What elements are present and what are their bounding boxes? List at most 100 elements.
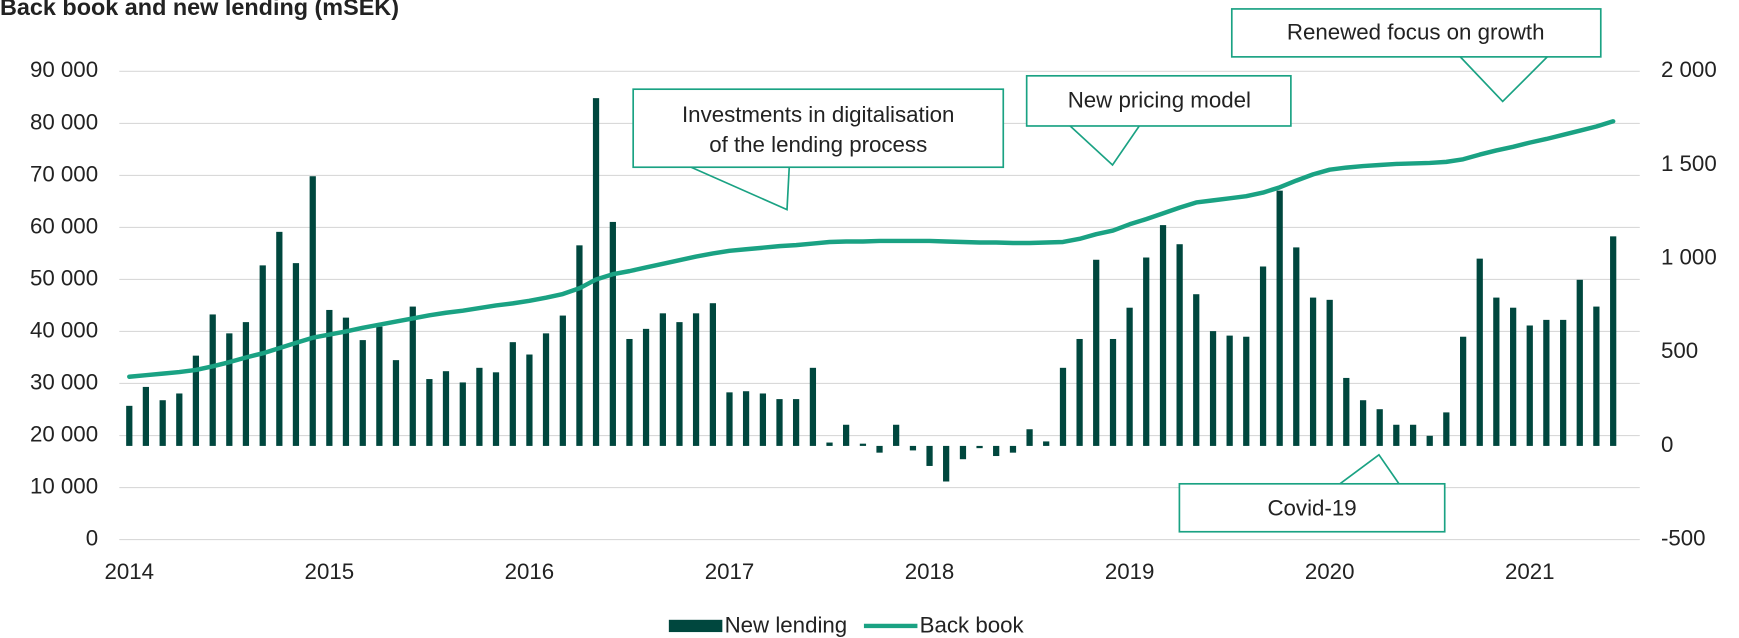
bar bbox=[1576, 279, 1583, 446]
annotation-pointer bbox=[1339, 453, 1400, 485]
y-tick-label: 40 000 bbox=[30, 317, 98, 342]
annotation-pointer bbox=[1069, 125, 1140, 167]
bar bbox=[626, 338, 633, 446]
annotation-text: of the lending process bbox=[709, 132, 927, 157]
annotation-box bbox=[1025, 74, 1292, 127]
annotation-box bbox=[1178, 482, 1446, 533]
y2-tick-label: 1 500 bbox=[1661, 151, 1717, 176]
annotation-box bbox=[632, 88, 1005, 169]
legend-label: Back book bbox=[920, 612, 1025, 637]
bar bbox=[1226, 335, 1233, 446]
bar bbox=[209, 314, 216, 446]
bar bbox=[176, 393, 183, 446]
bar bbox=[659, 313, 666, 446]
bar bbox=[409, 306, 416, 446]
bar bbox=[1009, 445, 1017, 453]
bar bbox=[792, 399, 800, 446]
bar bbox=[1076, 338, 1083, 446]
bar bbox=[359, 340, 366, 446]
legend: New lending Back book bbox=[668, 612, 1025, 637]
bar bbox=[859, 443, 867, 446]
bar bbox=[526, 354, 533, 446]
bar bbox=[1209, 331, 1217, 446]
y2-tick-label: -500 bbox=[1661, 525, 1706, 550]
bar bbox=[1510, 307, 1517, 446]
bar bbox=[759, 393, 767, 446]
annotation: Covid-19 bbox=[1178, 453, 1446, 533]
bar bbox=[976, 445, 983, 449]
annotation-text: Renewed focus on growth bbox=[1287, 19, 1545, 44]
chart-title: Back book and new lending (mSEK) bbox=[0, 0, 399, 20]
annotation: New pricing model bbox=[1025, 74, 1292, 167]
bar bbox=[192, 355, 200, 446]
annotation-pointer bbox=[690, 166, 791, 211]
bar bbox=[1443, 412, 1450, 446]
bar bbox=[1276, 190, 1283, 446]
bar bbox=[142, 386, 150, 446]
y2-tick-label: 1 000 bbox=[1661, 245, 1717, 270]
bar bbox=[959, 445, 967, 460]
bar bbox=[226, 333, 233, 446]
bar bbox=[326, 309, 333, 446]
bar bbox=[1193, 294, 1200, 446]
y-tick-label: 20 000 bbox=[30, 421, 98, 446]
bar bbox=[1176, 244, 1183, 446]
annotation: Renewed focus on growth bbox=[1230, 8, 1602, 103]
y-tick-label: 80 000 bbox=[30, 109, 98, 134]
bar bbox=[1426, 435, 1433, 446]
bar bbox=[1543, 319, 1550, 446]
bar bbox=[809, 367, 817, 446]
bar bbox=[909, 445, 917, 451]
annotation-text: Covid-19 bbox=[1267, 495, 1356, 520]
bar bbox=[1526, 325, 1533, 446]
bar bbox=[1026, 429, 1033, 446]
y2-tick-label: 500 bbox=[1661, 338, 1698, 363]
annotation-text: New pricing model bbox=[1068, 87, 1251, 112]
bar bbox=[426, 379, 433, 446]
y-tick-label: 30 000 bbox=[30, 369, 98, 394]
bar bbox=[1309, 297, 1317, 446]
bar bbox=[1293, 247, 1300, 446]
y-tick-label: 10 000 bbox=[30, 473, 98, 498]
x-tick-label: 2020 bbox=[1305, 559, 1355, 584]
x-tick-label: 2016 bbox=[505, 559, 555, 584]
marks bbox=[126, 98, 1617, 482]
bar bbox=[843, 424, 850, 446]
bar bbox=[1610, 236, 1617, 446]
y2-tick-label: 0 bbox=[1661, 432, 1673, 457]
y2-tick-label: 2 000 bbox=[1661, 57, 1717, 82]
bar bbox=[309, 176, 316, 446]
bar bbox=[993, 445, 1000, 457]
bar bbox=[592, 98, 600, 446]
bar bbox=[1126, 307, 1133, 446]
legend-swatch bbox=[668, 619, 723, 633]
bar bbox=[292, 263, 300, 446]
bar bbox=[1143, 257, 1150, 446]
bar bbox=[826, 442, 833, 446]
bar bbox=[742, 391, 750, 446]
bar bbox=[726, 392, 733, 446]
annotation-box bbox=[1230, 8, 1602, 58]
bar bbox=[1493, 297, 1500, 446]
bar bbox=[159, 400, 166, 446]
annotation-text: Investments in digitalisation bbox=[682, 102, 954, 127]
bar bbox=[576, 245, 583, 446]
annotation-pointer bbox=[1459, 56, 1548, 103]
bar bbox=[676, 322, 683, 446]
bar bbox=[1326, 299, 1333, 446]
x-tick-label: 2015 bbox=[305, 559, 355, 584]
bar bbox=[1393, 424, 1400, 446]
bar bbox=[943, 445, 950, 482]
y-tick-label: 60 000 bbox=[30, 213, 98, 238]
bar bbox=[509, 342, 516, 446]
bar bbox=[559, 315, 566, 446]
bar bbox=[692, 313, 700, 446]
line bbox=[127, 119, 1616, 379]
bar bbox=[1109, 338, 1117, 446]
y-tick-label: 90 000 bbox=[30, 57, 98, 82]
bar bbox=[492, 372, 500, 446]
bar bbox=[476, 367, 483, 446]
bar bbox=[1343, 377, 1350, 446]
bar bbox=[776, 399, 783, 446]
bar bbox=[1093, 259, 1100, 446]
